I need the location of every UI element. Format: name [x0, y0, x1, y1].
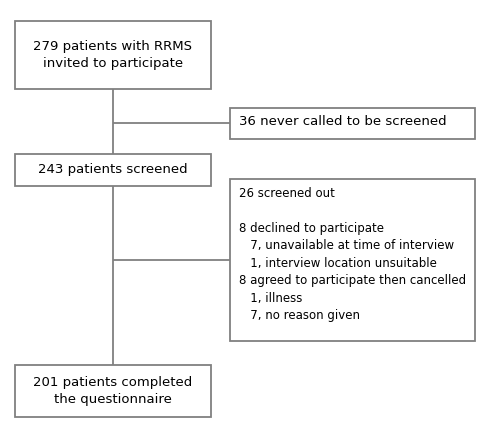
- Text: 279 patients with RRMS
invited to participate: 279 patients with RRMS invited to partic…: [34, 40, 192, 70]
- FancyBboxPatch shape: [230, 108, 476, 139]
- FancyBboxPatch shape: [15, 154, 211, 185]
- Text: 201 patients completed
the questionnaire: 201 patients completed the questionnaire: [33, 376, 192, 406]
- FancyBboxPatch shape: [15, 21, 211, 89]
- Text: 243 patients screened: 243 patients screened: [38, 163, 188, 176]
- FancyBboxPatch shape: [15, 365, 211, 417]
- Text: 26 screened out

8 declined to participate
   7, unavailable at time of intervie: 26 screened out 8 declined to participat…: [239, 187, 466, 322]
- Text: 36 never called to be screened: 36 never called to be screened: [239, 115, 447, 128]
- FancyBboxPatch shape: [230, 179, 476, 341]
